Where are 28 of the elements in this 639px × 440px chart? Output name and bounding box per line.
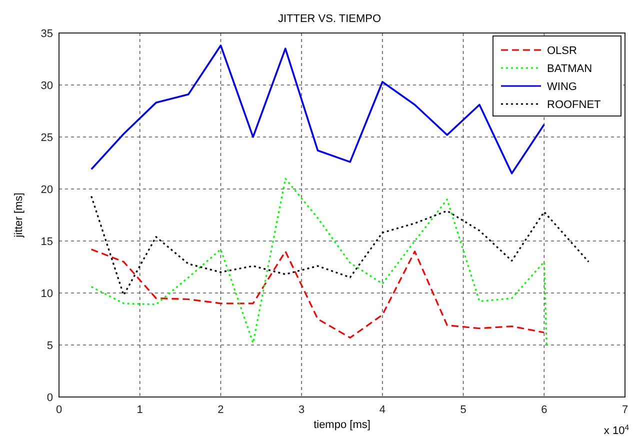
x-tick-label: 4 bbox=[379, 404, 386, 416]
y-tick-label: 25 bbox=[40, 132, 53, 144]
x-tick-label: 5 bbox=[460, 404, 466, 416]
legend-label: OLSR bbox=[547, 45, 578, 57]
legend-label: BATMAN bbox=[547, 63, 592, 75]
y-tick-label: 20 bbox=[40, 184, 53, 196]
x-tick-label: 0 bbox=[56, 404, 62, 416]
y-tick-label: 35 bbox=[40, 28, 53, 40]
y-axis-title: jitter [ms] bbox=[13, 192, 25, 238]
legend-label: ROOFNET bbox=[547, 99, 602, 111]
y-tick-label: 30 bbox=[40, 80, 53, 92]
line-series bbox=[90, 44, 546, 174]
y-tick-label: 5 bbox=[46, 340, 53, 352]
x-axis-title: tiempo [ms] bbox=[314, 419, 370, 431]
x-tick-label: 7 bbox=[622, 404, 628, 416]
x-tick-label: 1 bbox=[136, 404, 143, 416]
legend-label: WING bbox=[547, 81, 577, 93]
line-series bbox=[90, 248, 545, 339]
line-series bbox=[90, 195, 590, 296]
x-tick-label: 6 bbox=[541, 404, 548, 416]
x-tick-label: 3 bbox=[298, 404, 305, 416]
y-tick-label: 15 bbox=[40, 236, 53, 248]
line-series bbox=[90, 178, 548, 346]
y-tick-label: 10 bbox=[40, 288, 53, 300]
text: x 10$^{4}$ bbox=[604, 422, 630, 437]
y-tick-label: 0 bbox=[46, 392, 53, 404]
chart-title: JITTER VS. TIEMPO bbox=[278, 13, 382, 25]
x-tick-label: 2 bbox=[218, 404, 224, 416]
